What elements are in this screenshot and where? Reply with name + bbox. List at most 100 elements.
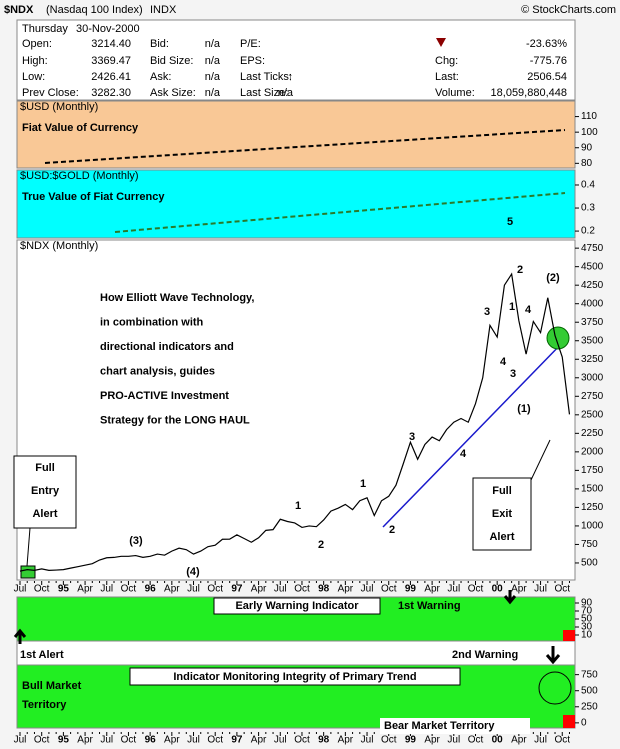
wave-label: (1) — [517, 403, 531, 415]
quote-label: P/E: — [240, 38, 261, 50]
wave-label: 3 — [510, 368, 516, 380]
x-tick-label: 97 — [231, 735, 243, 746]
y-tick-label: 50 — [581, 614, 593, 625]
quote-value: n/a — [205, 38, 221, 50]
headline: Strategy for the LONG HAUL — [100, 414, 250, 426]
y-tick-label: 4250 — [581, 280, 604, 291]
x-tick-label: Oct — [121, 735, 137, 746]
x-tick-label: Apr — [511, 735, 527, 746]
y-tick-label: 0 — [581, 717, 587, 728]
quote-value: 3369.47 — [91, 55, 131, 67]
wave-label: (4) — [186, 566, 200, 578]
headline: How Elliott Wave Technology, — [100, 292, 254, 304]
source: © StockCharts.com — [521, 4, 616, 16]
panel-label: $USD (Monthly) — [20, 101, 98, 113]
entry-marker — [20, 565, 36, 579]
x-tick-label: Jul — [274, 584, 287, 595]
warning-block — [563, 630, 575, 641]
x-tick-label: Apr — [338, 735, 354, 746]
x-tick-label: Oct — [554, 735, 570, 746]
note: 1st Alert — [20, 649, 64, 661]
x-tick-label: Oct — [207, 735, 223, 746]
note: Territory — [22, 699, 67, 711]
y-tick-label: 3000 — [581, 372, 604, 383]
note: 1st Warning — [398, 600, 461, 612]
wave-label: (2) — [546, 272, 560, 284]
pointer — [530, 439, 551, 481]
quote-value: 3214.40 — [91, 38, 131, 50]
panel-label: $NDX (Monthly) — [20, 240, 98, 252]
x-tick-label: 99 — [405, 735, 417, 746]
quote-value: n/a — [205, 71, 221, 83]
x-tick-label: Oct — [34, 584, 50, 595]
symbol: $NDX — [4, 4, 34, 16]
note: 2nd Warning — [452, 649, 518, 661]
x-tick-label: Apr — [77, 735, 93, 746]
signal-circle — [546, 326, 570, 350]
x-tick-label: 98 — [318, 584, 330, 595]
y-tick-label: 1250 — [581, 502, 604, 513]
pointer — [26, 527, 31, 567]
wave-label: 4 — [460, 448, 467, 460]
quote-value: 3282.30 — [91, 87, 131, 99]
x-tick-label: Oct — [381, 584, 397, 595]
caption-box — [213, 597, 381, 615]
x-tick-label: Oct — [554, 584, 570, 595]
quote-box — [16, 19, 576, 101]
quote-value: 18,059,880,448 — [491, 87, 567, 99]
signal-circle — [538, 671, 572, 705]
y-tick-label: 3750 — [581, 317, 604, 328]
entry-alert: Alert — [32, 508, 57, 520]
x-tick-label: Apr — [511, 584, 527, 595]
x-tick-label: 95 — [58, 584, 70, 595]
y-tick-label: 2500 — [581, 409, 604, 420]
wave-label: 3 — [484, 306, 490, 318]
headline: directional indicators and — [100, 341, 234, 353]
quote-label: EPS: — [240, 55, 265, 67]
x-tick-label: Apr — [338, 584, 354, 595]
wave-label: 1 — [360, 478, 366, 490]
x-tick-label: Oct — [121, 584, 137, 595]
y-tick-label: 2750 — [581, 391, 604, 402]
quote-label: Ask Size: — [150, 87, 196, 99]
x-tick-label: Jul — [361, 735, 374, 746]
arrow — [503, 590, 517, 605]
y-tick-label: 750 — [581, 539, 598, 550]
x-tick-label: 96 — [145, 584, 157, 595]
quote-value: -775.76 — [530, 55, 567, 67]
index-name: (Nasdaq 100 Index) — [46, 4, 143, 16]
x-tick-label: Apr — [424, 584, 440, 595]
y-tick-label: 80 — [581, 158, 593, 169]
wave-label: 5 — [507, 216, 513, 228]
y-tick-label: 500 — [581, 685, 598, 696]
x-tick-label: 97 — [231, 584, 243, 595]
y-tick-label: 70 — [581, 606, 593, 617]
x-tick-label: Oct — [34, 735, 50, 746]
quote-label: Last Ticks: — [240, 71, 292, 83]
x-tick-label: Jul — [534, 735, 547, 746]
x-tick-label: 95 — [58, 735, 70, 746]
x-tick-label: Jul — [274, 735, 287, 746]
y-tick-label: 100 — [581, 127, 598, 138]
entry-alert: Entry — [31, 485, 60, 497]
x-tick-label: Jul — [100, 584, 113, 595]
x-tick-label: Oct — [294, 735, 310, 746]
y-tick-label: 1500 — [581, 484, 604, 495]
exit-alert: Full — [492, 485, 512, 497]
y-tick-label: 750 — [581, 669, 598, 680]
x-tick-label: Jul — [14, 584, 27, 595]
wave-label: 3 — [409, 431, 415, 443]
y-tick-label: 4750 — [581, 243, 604, 254]
y-tick-label: 110 — [581, 111, 597, 122]
y-tick-label: 0.3 — [581, 203, 595, 214]
wave-trendline — [382, 339, 566, 528]
wave-label: 2 — [517, 264, 523, 276]
quote-label: Bid: — [150, 38, 169, 50]
gold-panel — [16, 169, 576, 239]
panel-caption: Early Warning Indicator — [235, 600, 359, 612]
y-tick-label: 3250 — [581, 354, 604, 365]
quote-label: Ask: — [150, 71, 171, 83]
x-tick-label: Apr — [424, 735, 440, 746]
quote-label: Last Size: — [240, 87, 288, 99]
